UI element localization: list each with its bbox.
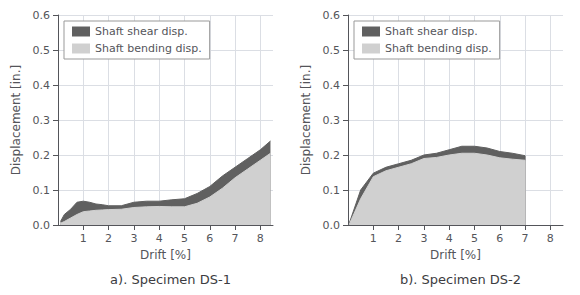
svg-text:3: 3 <box>130 232 137 245</box>
svg-text:Displacement [in.]: Displacement [in.] <box>9 65 23 175</box>
svg-text:0.5: 0.5 <box>323 44 341 57</box>
svg-text:Shaft shear disp.: Shaft shear disp. <box>385 25 478 38</box>
svg-text:6: 6 <box>206 232 213 245</box>
svg-text:0.5: 0.5 <box>33 44 51 57</box>
svg-text:0.0: 0.0 <box>323 219 341 232</box>
svg-text:0.3: 0.3 <box>323 114 341 127</box>
svg-text:0.1: 0.1 <box>33 184 51 197</box>
svg-text:0.4: 0.4 <box>323 79 341 92</box>
svg-text:5: 5 <box>471 232 478 245</box>
svg-text:0.1: 0.1 <box>323 184 341 197</box>
svg-text:0.2: 0.2 <box>323 149 341 162</box>
svg-text:Drift [%]: Drift [%] <box>430 248 481 262</box>
svg-text:6: 6 <box>496 232 503 245</box>
svg-text:1: 1 <box>80 232 87 245</box>
svg-text:b). Specimen DS-2: b). Specimen DS-2 <box>400 272 521 287</box>
svg-text:2: 2 <box>395 232 402 245</box>
svg-text:0.3: 0.3 <box>33 114 51 127</box>
svg-text:2: 2 <box>105 232 112 245</box>
svg-text:8: 8 <box>547 232 554 245</box>
svg-text:0.2: 0.2 <box>33 149 51 162</box>
svg-text:a). Specimen DS-1: a). Specimen DS-1 <box>110 272 231 287</box>
svg-text:Shaft bending disp.: Shaft bending disp. <box>95 42 202 55</box>
svg-text:1: 1 <box>370 232 377 245</box>
svg-text:0.6: 0.6 <box>323 9 341 22</box>
svg-text:0.4: 0.4 <box>33 79 51 92</box>
svg-text:Displacement [in.]: Displacement [in.] <box>299 65 313 175</box>
svg-text:5: 5 <box>181 232 188 245</box>
svg-text:Shaft bending disp.: Shaft bending disp. <box>385 42 492 55</box>
svg-text:8: 8 <box>257 232 264 245</box>
svg-text:0.0: 0.0 <box>33 219 51 232</box>
svg-text:3: 3 <box>420 232 427 245</box>
svg-text:7: 7 <box>522 232 529 245</box>
svg-text:7: 7 <box>232 232 239 245</box>
svg-text:Drift [%]: Drift [%] <box>140 248 191 262</box>
svg-text:0.6: 0.6 <box>33 9 51 22</box>
svg-text:4: 4 <box>446 232 453 245</box>
svg-text:Shaft shear disp.: Shaft shear disp. <box>95 25 188 38</box>
svg-text:4: 4 <box>156 232 163 245</box>
